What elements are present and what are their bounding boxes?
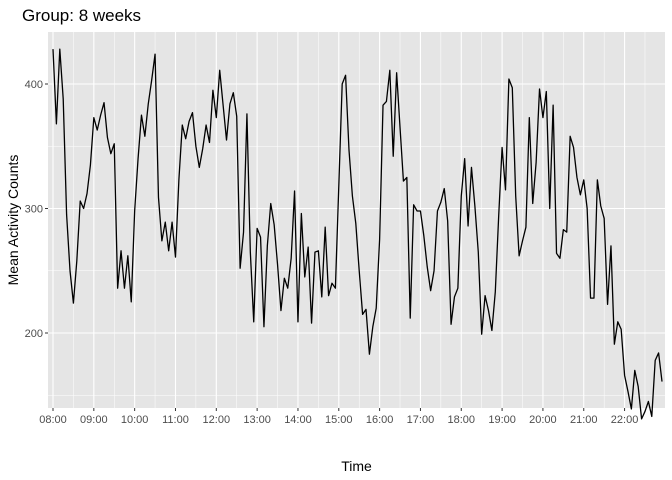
y-tick-label: 400	[25, 79, 43, 91]
x-tick-label: 21:00	[570, 414, 598, 426]
plot-panel	[48, 32, 665, 408]
series-line	[52, 48, 663, 420]
x-tick-label: 10:00	[121, 414, 149, 426]
major-grid-x	[52, 32, 626, 408]
y-tick-label: 200	[25, 328, 43, 340]
x-tick-label: 17:00	[407, 414, 435, 426]
x-tick-label: 14:00	[284, 414, 312, 426]
x-axis: 08:00 09:00 10:00 11:00 12:00 13:00 14:00 15:00…	[39, 408, 638, 426]
minor-grid-y	[48, 146, 665, 396]
x-tick-label: 13:00	[243, 414, 271, 426]
x-axis-title: Time	[341, 458, 372, 474]
chart-title: Group: 8 weeks	[22, 6, 141, 25]
x-tick-label: 08:00	[39, 414, 67, 426]
x-tick-label: 18:00	[448, 414, 476, 426]
x-tick-label: 09:00	[80, 414, 108, 426]
y-axis: 200 300 400	[25, 79, 48, 340]
y-axis-title: Mean Activity Counts	[5, 155, 21, 286]
x-tick-label: 22:00	[611, 414, 639, 426]
x-tick-label: 15:00	[325, 414, 353, 426]
x-tick-label: 11:00	[162, 414, 189, 426]
x-tick-label: 16:00	[366, 414, 394, 426]
x-tick-label: 19:00	[488, 414, 516, 426]
x-tick-label: 20:00	[529, 414, 557, 426]
y-tick-label: 300	[25, 204, 43, 216]
x-tick-label: 12:00	[203, 414, 231, 426]
